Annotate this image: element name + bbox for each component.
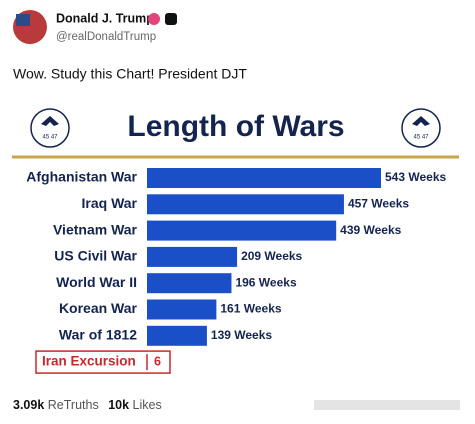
category-label: Afghanistan War: [26, 169, 137, 185]
seal-label: 45 47: [413, 135, 429, 141]
category-label: World War II: [56, 274, 137, 290]
category-label: War of 1812: [59, 327, 137, 343]
bar: [147, 246, 238, 267]
action-icons[interactable]: [314, 400, 460, 410]
bar: [147, 325, 207, 346]
category-label: Vietnam War: [53, 221, 138, 237]
bar: [147, 194, 344, 215]
retruths-label[interactable]: ReTruths: [48, 398, 99, 412]
category-label: Iraq War: [82, 195, 138, 211]
bar: [147, 299, 217, 320]
highlight-box: [35, 350, 171, 374]
value-label: 439 Weeks: [340, 223, 401, 237]
value-label: 457 Weeks: [348, 196, 409, 210]
bar: [147, 220, 337, 241]
seal: [401, 108, 441, 148]
stats: 3.09k ReTruths 10k Likes: [13, 398, 162, 412]
category-label: Iran Excursion: [42, 354, 136, 369]
seal: [30, 108, 70, 148]
chart-title: Length of Wars: [127, 110, 344, 143]
category-label: Korean War: [59, 300, 138, 316]
verified-badge: [148, 13, 160, 25]
retruths-count[interactable]: 3.09k: [13, 398, 44, 412]
bar: [147, 168, 381, 188]
author-handle[interactable]: @realDonaldTrump: [56, 31, 156, 43]
value-label: 6: [154, 354, 161, 368]
likes-count[interactable]: 10k: [108, 398, 129, 412]
avatar-detail: [16, 14, 30, 26]
likes-label[interactable]: Likes: [133, 398, 162, 412]
post-text: Wow. Study this Chart! President DJT: [13, 66, 247, 82]
bar: [147, 273, 232, 294]
seal-eagle: [41, 116, 59, 126]
badge-icon: [165, 13, 177, 25]
value-label: 139 Weeks: [211, 328, 272, 342]
author-name[interactable]: Donald J. Trump: [56, 11, 154, 25]
seal-eagle: [412, 116, 430, 126]
value-label: 209 Weeks: [241, 249, 302, 263]
value-label: 161 Weeks: [220, 302, 281, 316]
category-label: US Civil War: [54, 248, 137, 264]
value-label: 196 Weeks: [235, 275, 296, 289]
seal-label: 45 47: [42, 135, 58, 141]
chart-image: Length of Wars 45 47 45 47 Afghanistan W…: [12, 98, 461, 380]
value-label: 543 Weeks: [385, 170, 446, 184]
